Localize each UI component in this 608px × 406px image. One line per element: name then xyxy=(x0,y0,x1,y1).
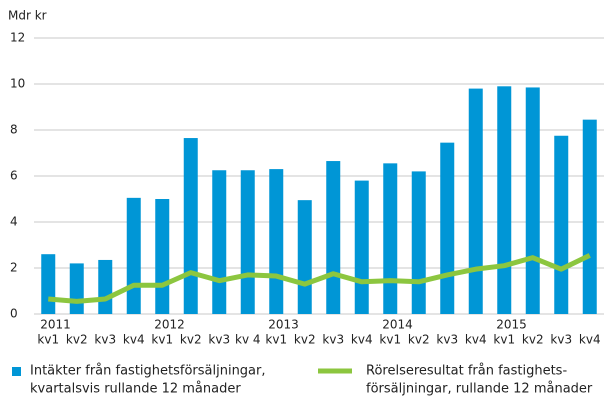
bar xyxy=(525,87,540,314)
y-tick-label: 4 xyxy=(10,215,18,229)
year-label: 2015 xyxy=(496,318,527,332)
x-tick-label: kv3 xyxy=(94,333,116,347)
y-tick-label: 6 xyxy=(10,169,18,183)
y-tick-label: 0 xyxy=(10,307,18,321)
bar xyxy=(155,199,170,314)
year-label: 2011 xyxy=(40,318,71,332)
bar xyxy=(354,180,369,314)
x-tick-label: kv4 xyxy=(123,333,145,347)
bar xyxy=(269,169,284,314)
x-tick-label: kv4 xyxy=(579,333,601,347)
bar xyxy=(468,88,483,314)
bar xyxy=(497,86,512,314)
bar xyxy=(98,259,113,314)
legend-label: försäljningar, rullande 12 månader xyxy=(366,382,593,397)
bar xyxy=(554,135,569,314)
bar xyxy=(240,170,255,314)
bar xyxy=(69,263,84,314)
x-tick-label: kv3 xyxy=(208,333,230,347)
year-label: 2012 xyxy=(154,318,185,332)
legend-label: Rörelseresultat från fastighets- xyxy=(366,364,567,379)
y-tick-label: 8 xyxy=(10,123,18,137)
x-tick-label: kv2 xyxy=(294,333,316,347)
x-tick-label: kv 4 xyxy=(235,333,261,347)
bar xyxy=(41,254,56,314)
bar xyxy=(212,170,227,314)
bar xyxy=(383,163,398,314)
bar xyxy=(440,142,455,314)
bar xyxy=(126,197,141,314)
x-tick-label: kv1 xyxy=(37,333,59,347)
x-tick-label: kv2 xyxy=(66,333,88,347)
line xyxy=(48,253,591,304)
y-tick-label: 2 xyxy=(10,261,18,275)
bar xyxy=(326,161,341,314)
x-tick-label: kv1 xyxy=(265,333,287,347)
y-axis-label: Mdr kr xyxy=(8,9,47,23)
x-tick-label: kv1 xyxy=(151,333,173,347)
x-tick-label: kv1 xyxy=(379,333,401,347)
x-tick-label: kv4 xyxy=(465,333,487,347)
x-tick-label: kv1 xyxy=(493,333,515,347)
x-tick-label: kv2 xyxy=(180,333,202,347)
y-tick-label: 12 xyxy=(10,31,25,45)
legend-swatch xyxy=(12,367,21,376)
bar xyxy=(297,200,312,314)
legend-label: Intäkter från fastighetsförsäljningar, xyxy=(30,364,266,379)
bar xyxy=(411,171,426,314)
bar xyxy=(183,138,198,314)
x-tick-label: kv2 xyxy=(408,333,430,347)
year-label: 2013 xyxy=(268,318,299,332)
x-tick-label: kv3 xyxy=(322,333,344,347)
year-label: 2014 xyxy=(382,318,413,332)
x-tick-label: kv3 xyxy=(436,333,458,347)
bar xyxy=(582,119,597,315)
x-tick-label: kv4 xyxy=(351,333,373,347)
y-tick-label: 10 xyxy=(10,77,25,91)
x-tick-label: kv3 xyxy=(550,333,572,347)
x-tick-label: kv2 xyxy=(522,333,544,347)
legend-label: kvartalsvis rullande 12 månader xyxy=(30,382,241,397)
